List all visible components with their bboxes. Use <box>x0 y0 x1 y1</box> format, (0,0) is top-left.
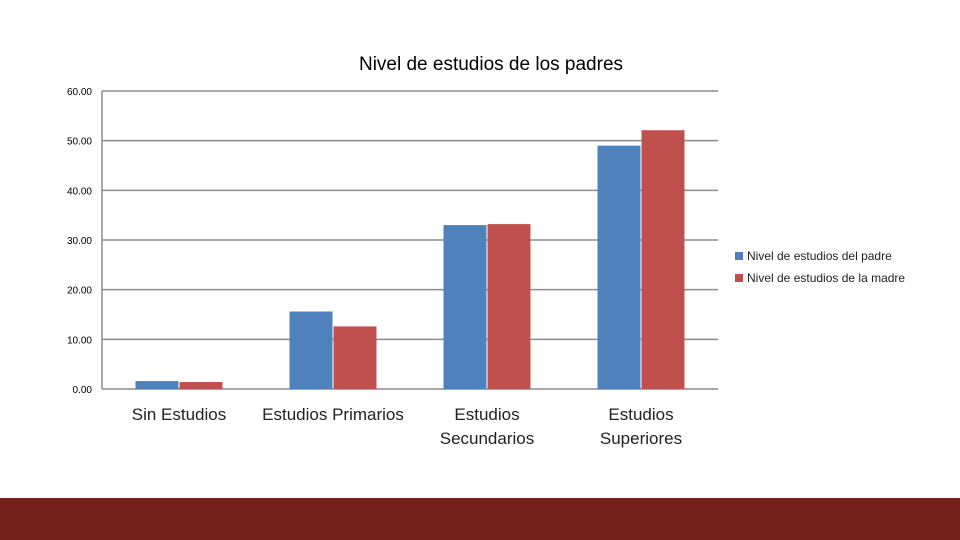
bar-madre-2 <box>487 224 531 389</box>
y-tick-label: 40.00 <box>67 186 92 197</box>
legend-swatch <box>735 252 743 260</box>
x-category-label: Estudios Primarios <box>262 405 404 424</box>
bars <box>135 130 685 389</box>
bar-padre-2 <box>443 225 487 389</box>
legend-swatch <box>735 274 743 282</box>
y-tick-label: 20.00 <box>67 286 92 297</box>
x-axis-category-labels: Sin Estudios Estudios Primarios Estudios Se… <box>132 405 682 448</box>
bar-madre-0 <box>179 382 223 389</box>
y-tick-label: 10.00 <box>67 335 92 346</box>
y-tick-label: 50.00 <box>67 137 92 148</box>
x-category-label: Estudios Superiores <box>600 405 682 448</box>
bar-padre-1 <box>289 311 333 389</box>
bar-chart: Nivel de estudios de los padres 0.00 10.0… <box>67 54 905 448</box>
legend: Nivel de estudios del padre Nivel de estu… <box>735 249 905 285</box>
y-tick-label: 0.00 <box>73 385 93 396</box>
y-axis-tick-labels: 0.00 10.00 20.00 30.00 40.00 50.00 60.00 <box>67 87 92 396</box>
bar-padre-3 <box>597 145 641 389</box>
x-category-label: Sin Estudios <box>132 405 227 424</box>
bar-madre-3 <box>641 130 685 389</box>
bar-padre-0 <box>135 381 179 389</box>
x-category-label: Estudios Secundarios <box>440 405 535 448</box>
legend-label: Nivel de estudios del padre <box>747 249 892 263</box>
chart-title: Nivel de estudios de los padres <box>359 54 623 75</box>
y-tick-label: 30.00 <box>67 236 92 247</box>
bar-madre-1 <box>333 326 377 389</box>
footer-bar <box>0 498 960 540</box>
legend-label: Nivel de estudios de la madre <box>747 271 905 285</box>
grid-lines <box>101 90 718 390</box>
y-tick-label: 60.00 <box>67 87 92 98</box>
